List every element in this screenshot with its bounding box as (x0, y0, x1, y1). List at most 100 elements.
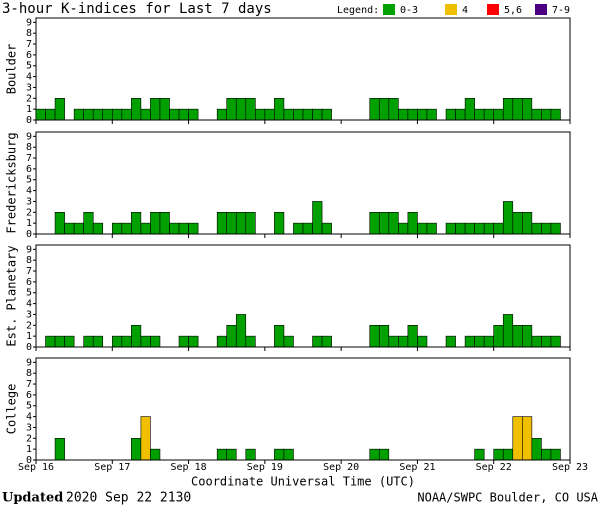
bar (417, 335, 428, 348)
bar (274, 97, 285, 121)
y-tick-label: 0 (26, 455, 32, 466)
y-tick-label: 8 (26, 255, 32, 266)
panel-frame (35, 17, 571, 121)
bar (121, 108, 132, 121)
y-tick-label: 2 (26, 320, 32, 331)
bar (54, 97, 65, 121)
bar (388, 211, 399, 235)
bar (512, 97, 523, 121)
bar (522, 416, 533, 461)
y-tick-label: 3 (26, 309, 32, 320)
bar (388, 335, 399, 348)
bar (216, 448, 228, 461)
y-tick-label: 9 (26, 131, 32, 142)
bar (483, 222, 495, 235)
legend-label: 4 (462, 5, 468, 16)
bar (474, 448, 485, 461)
bar (283, 448, 294, 461)
source: NOAA/SWPC Boulder, CO USA (417, 491, 598, 505)
bar (111, 335, 123, 348)
bar (512, 324, 523, 348)
bar (378, 448, 390, 461)
y-tick-label: 6 (26, 50, 32, 61)
y-tick-label: 9 (26, 17, 32, 28)
legend-swatch (383, 4, 395, 15)
y-tick-label: 4 (26, 412, 32, 423)
bar (541, 222, 552, 235)
bar (464, 222, 475, 235)
legend-swatch (487, 4, 499, 15)
bar (321, 222, 332, 235)
bar (216, 211, 228, 235)
bar (541, 335, 552, 348)
bar (178, 108, 189, 121)
bar (398, 222, 409, 235)
bar (502, 97, 514, 121)
bar (312, 108, 323, 121)
y-tick-label: 0 (26, 115, 32, 126)
y-tick-label: 1 (26, 331, 32, 342)
x-tick-label: Sep 21 (399, 462, 435, 473)
bar (83, 335, 94, 348)
bar (493, 108, 504, 121)
bar (274, 448, 285, 461)
bar (378, 324, 390, 348)
bar (531, 222, 542, 235)
y-tick-label: 2 (26, 433, 32, 444)
x-tick-label: Sep 23 (552, 462, 588, 473)
y-tick-label: 9 (26, 357, 32, 368)
y-tick-label: 1 (26, 104, 32, 115)
y-tick-label: 7 (26, 153, 32, 164)
bar (121, 335, 132, 348)
bar (550, 448, 561, 461)
bar (131, 437, 142, 461)
bar (445, 108, 456, 121)
x-tick-label: Sep 20 (323, 462, 359, 473)
bar (235, 314, 247, 348)
bar (302, 108, 313, 121)
bar (245, 97, 256, 121)
bar (255, 108, 266, 121)
bar (455, 222, 466, 235)
panel-frame (35, 131, 571, 235)
bar (83, 211, 94, 235)
bar (150, 211, 161, 235)
bar (512, 416, 523, 461)
y-axis-label: Boulder (5, 44, 19, 95)
bar (188, 108, 199, 121)
panel-frame (35, 244, 571, 348)
bar (64, 335, 75, 348)
bar (493, 324, 504, 348)
bar (312, 201, 323, 235)
bar (474, 108, 485, 121)
bar (92, 108, 104, 121)
bar (550, 108, 561, 121)
bar (398, 108, 409, 121)
bar (531, 335, 542, 348)
bar (111, 108, 123, 121)
bar (169, 108, 180, 121)
bar (321, 335, 332, 348)
y-tick-label: 1 (26, 444, 32, 455)
bar (235, 97, 247, 121)
y-axis-label: Fredericksburg (5, 132, 19, 233)
bar (541, 108, 552, 121)
bar (445, 222, 456, 235)
bar (407, 324, 418, 348)
y-tick-label: 0 (26, 342, 32, 353)
bar (407, 108, 418, 121)
bar (464, 97, 475, 121)
y-tick-label: 1 (26, 218, 32, 229)
y-tick-label: 9 (26, 244, 32, 255)
bar (121, 222, 132, 235)
y-tick-label: 5 (26, 175, 32, 186)
bar (131, 211, 142, 235)
y-tick-label: 7 (26, 266, 32, 277)
bar (159, 211, 170, 235)
bar (445, 335, 456, 348)
bar (474, 335, 485, 348)
bar (150, 97, 161, 121)
bar (283, 108, 294, 121)
bar (293, 108, 304, 121)
